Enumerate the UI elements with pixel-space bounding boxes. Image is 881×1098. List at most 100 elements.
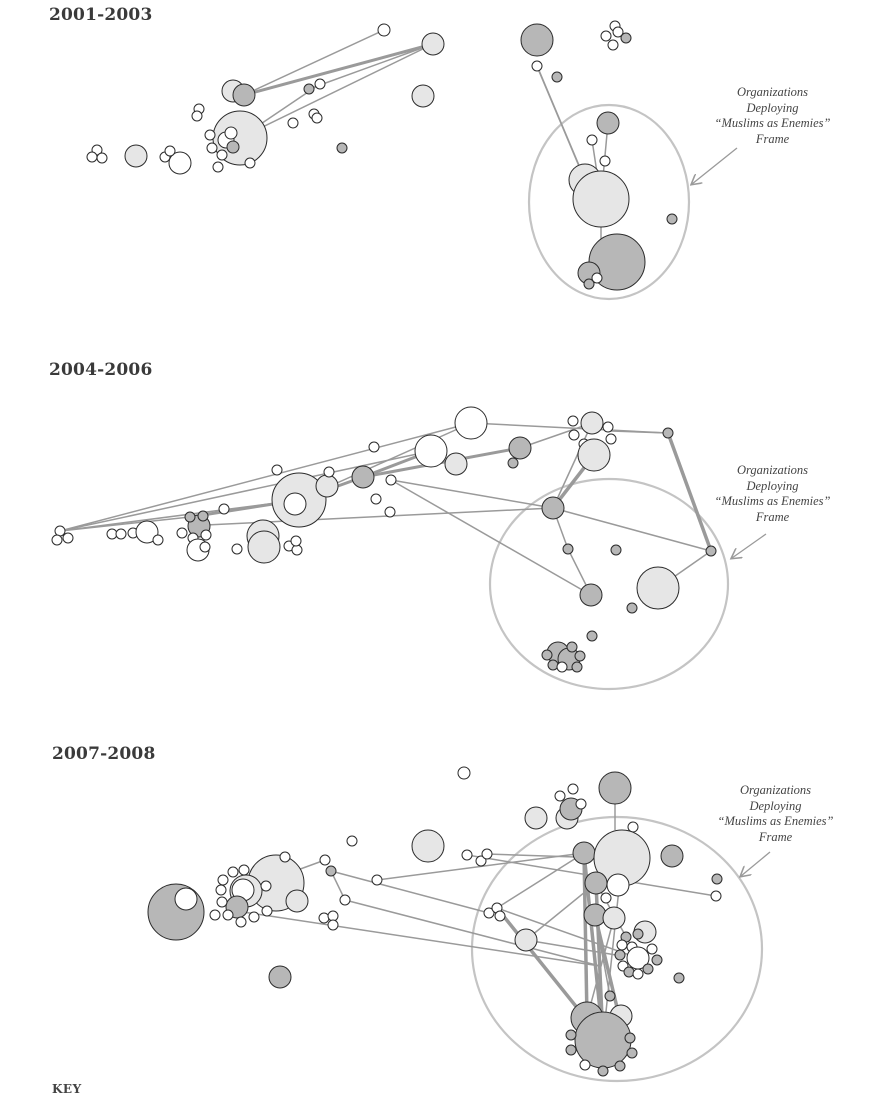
network-node <box>370 493 382 505</box>
network-node <box>260 880 272 892</box>
network-node <box>583 903 607 927</box>
network-node <box>632 968 644 980</box>
frame-label-2004-2006: Organizations Deploying “Muslims as Enem… <box>700 463 845 525</box>
network-node <box>673 972 685 984</box>
network-node <box>285 889 309 913</box>
edges <box>239 29 609 262</box>
network-node <box>568 429 580 441</box>
network-node <box>247 530 281 564</box>
network-node <box>411 84 435 108</box>
frame-label-line: Organizations <box>739 783 812 797</box>
network-node <box>325 865 337 877</box>
network-node <box>591 272 603 284</box>
network-node <box>554 790 566 802</box>
network-node <box>368 441 380 453</box>
network-node <box>596 111 620 135</box>
network-node <box>421 32 445 56</box>
panel-title-2001-2003: 2001-2003 <box>49 5 153 25</box>
network-node <box>616 939 628 951</box>
frame-label-line: Frame <box>758 829 793 844</box>
network-node <box>600 892 612 904</box>
network-node <box>261 905 273 917</box>
network-node <box>224 126 238 140</box>
frame-label-line: Frame <box>755 131 790 146</box>
frame-ellipse <box>527 103 691 301</box>
network-node <box>579 1059 591 1071</box>
panel-2004-2006 <box>51 406 767 691</box>
frame-arrow <box>741 851 771 876</box>
network-node <box>575 798 587 810</box>
network-node <box>191 110 203 122</box>
network-node <box>339 894 351 906</box>
network-node <box>314 78 326 90</box>
network-node <box>279 851 291 863</box>
network-node <box>200 529 212 541</box>
nodes <box>51 406 717 673</box>
network-node <box>232 83 256 107</box>
network-node <box>168 151 192 175</box>
network-node <box>135 520 159 544</box>
network-node <box>705 545 717 557</box>
network-node <box>248 911 260 923</box>
network-node <box>571 661 583 673</box>
frame-ellipse <box>488 477 730 691</box>
network-node <box>584 871 608 895</box>
network-node <box>636 566 680 610</box>
frame-label-2007-2008: Organizations Deploying “Muslims as Enem… <box>703 783 848 845</box>
network-node <box>351 465 375 489</box>
network-node <box>336 142 348 154</box>
network-node <box>583 278 595 290</box>
network-node <box>662 427 674 439</box>
frame-label-line: Organizations <box>736 85 809 99</box>
network-node <box>567 783 579 795</box>
frame-label-line: Deploying <box>746 478 799 493</box>
network-node <box>411 829 445 863</box>
panel-title-2004-2006: 2004-2006 <box>49 360 153 380</box>
network-node <box>600 30 612 42</box>
network-node <box>271 464 283 476</box>
network-node <box>283 492 307 516</box>
network-node <box>610 544 622 556</box>
frame-label-line: Organizations <box>736 463 809 477</box>
network-node <box>481 848 493 860</box>
network-node <box>414 434 448 468</box>
network-node <box>607 39 619 51</box>
network-node <box>235 916 247 928</box>
network-node <box>303 83 315 95</box>
network-node <box>627 821 639 833</box>
network-node <box>567 415 579 427</box>
network-node <box>54 525 66 537</box>
network-node <box>562 543 574 555</box>
network-node <box>508 436 532 460</box>
network-node <box>454 406 488 440</box>
network-node <box>599 155 611 167</box>
frame-label-line: Frame <box>755 509 790 524</box>
network-node <box>606 873 630 897</box>
nodes <box>147 766 723 1077</box>
network-node <box>541 649 553 661</box>
network-node <box>551 71 563 83</box>
network-node <box>96 152 108 164</box>
network-node <box>556 661 568 673</box>
network-node <box>444 452 468 476</box>
network-node <box>624 1032 636 1044</box>
network-node <box>384 506 396 518</box>
network-node <box>580 411 604 435</box>
network-node <box>605 433 617 445</box>
network-node <box>614 1060 626 1072</box>
network-node <box>574 650 586 662</box>
network-node <box>62 532 74 544</box>
network-node <box>215 884 227 896</box>
network-node <box>86 151 98 163</box>
network-node <box>227 866 239 878</box>
network-node <box>377 23 391 37</box>
network-node <box>565 1029 577 1041</box>
network-node <box>602 906 626 930</box>
network-node <box>660 844 684 868</box>
network-node <box>287 117 299 129</box>
network-node <box>371 874 383 886</box>
network-node <box>231 543 243 555</box>
network-node <box>579 583 603 607</box>
network-node <box>598 771 632 805</box>
frame-label-line: “Muslims as Enemies” <box>717 814 834 828</box>
